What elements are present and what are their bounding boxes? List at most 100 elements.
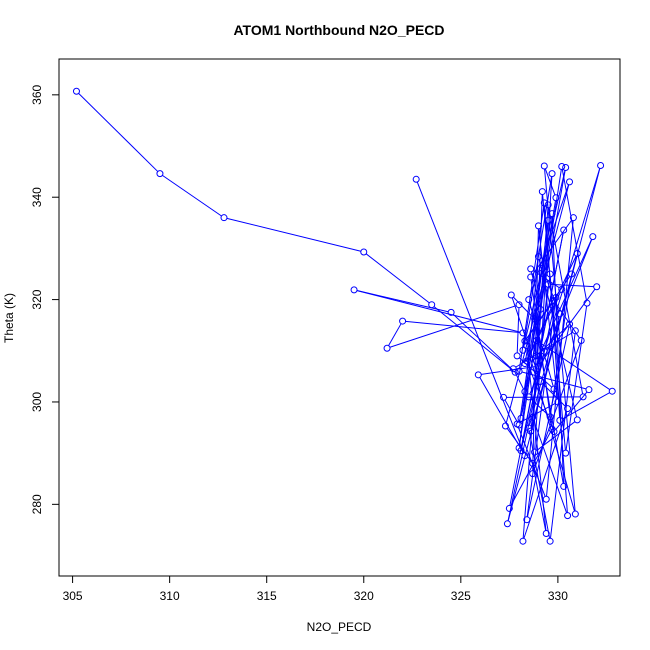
data-point	[573, 416, 581, 424]
data-point	[501, 422, 509, 430]
series-segment	[479, 377, 524, 454]
data-point	[560, 226, 568, 234]
series-segment	[78, 93, 159, 172]
data-point	[509, 365, 517, 373]
data-point	[571, 510, 579, 518]
data-point	[548, 170, 556, 178]
data-point	[577, 337, 585, 345]
data-point	[579, 393, 587, 401]
series-segment	[521, 371, 587, 390]
series-segment	[532, 466, 547, 531]
data-point	[521, 337, 529, 345]
data-point	[536, 377, 544, 385]
data-point	[525, 424, 533, 432]
data-point	[554, 398, 562, 406]
data-point	[573, 250, 581, 258]
data-point	[589, 233, 597, 241]
data-point	[542, 495, 550, 503]
data-point	[517, 447, 525, 455]
data-point	[523, 516, 531, 524]
data-point	[72, 87, 80, 95]
x-tick-label: 310	[160, 589, 180, 603]
data-point	[521, 452, 529, 460]
series-segment	[452, 314, 514, 371]
data-point	[428, 301, 436, 309]
y-tick-label: 340	[30, 187, 44, 207]
data-point	[542, 530, 550, 538]
series-segment	[562, 392, 610, 420]
series-segment	[526, 300, 557, 517]
data-point	[412, 175, 420, 183]
data-point	[546, 413, 554, 421]
data-point	[529, 413, 537, 421]
data-point	[544, 280, 552, 288]
data-point	[447, 308, 455, 316]
series-segment	[537, 239, 593, 359]
series-segment	[561, 169, 587, 301]
series-segment	[356, 290, 521, 333]
series-segment	[521, 232, 564, 448]
series-segment	[544, 168, 601, 349]
series-segment	[514, 371, 524, 390]
data-point	[538, 188, 546, 196]
plot-frame	[58, 58, 621, 577]
data-point	[552, 294, 560, 302]
data-point	[515, 421, 523, 429]
data-point	[517, 414, 525, 422]
series-segment	[533, 419, 568, 513]
x-tick-label: 320	[354, 589, 374, 603]
series-segment	[416, 181, 525, 454]
data-point	[399, 317, 407, 325]
data-point	[527, 265, 535, 273]
chart-title: ATOM1 Northbound N2O_PECD	[233, 22, 444, 38]
data-point	[583, 299, 591, 307]
series-segment	[534, 321, 564, 484]
series-segment	[532, 287, 549, 415]
data-point	[597, 161, 605, 169]
x-tick-label: 325	[451, 589, 471, 603]
data-point	[521, 388, 529, 396]
series-segment	[510, 431, 552, 507]
data-point	[531, 315, 539, 323]
data-point	[566, 178, 574, 186]
data-point	[383, 344, 391, 352]
data-point	[564, 405, 572, 413]
series-segment	[504, 399, 519, 423]
data-point	[525, 296, 533, 304]
data-point	[507, 291, 515, 299]
series-segment	[544, 205, 568, 513]
series-segment	[536, 421, 576, 451]
data-point	[567, 270, 575, 278]
data-point	[500, 393, 508, 401]
series-segment	[538, 228, 559, 400]
series-segment	[546, 220, 574, 497]
y-tick-label: 300	[30, 392, 44, 412]
data-point	[529, 470, 537, 478]
series-segment	[162, 174, 222, 217]
series-segment	[433, 306, 514, 371]
data-point	[519, 329, 527, 337]
data-point	[552, 194, 560, 202]
series-segment	[534, 176, 553, 450]
series-segment	[528, 430, 551, 539]
data-point	[546, 270, 554, 278]
series-segment	[544, 168, 556, 196]
series-segment	[481, 366, 536, 375]
data-point	[533, 352, 541, 360]
data-point	[523, 342, 531, 350]
data-point	[519, 346, 527, 354]
series-segment	[523, 411, 568, 539]
data-point	[562, 449, 570, 457]
data-point	[519, 537, 527, 545]
data-point	[585, 386, 593, 394]
series-segment	[519, 205, 545, 369]
data-point	[540, 347, 548, 355]
series-segment	[388, 323, 402, 346]
data-point	[534, 362, 542, 370]
series-segment	[226, 217, 361, 252]
data-point	[562, 164, 570, 172]
series-segment	[519, 271, 543, 423]
data-point	[546, 537, 554, 545]
data-point	[556, 310, 564, 318]
y-tick-label: 360	[30, 84, 44, 104]
